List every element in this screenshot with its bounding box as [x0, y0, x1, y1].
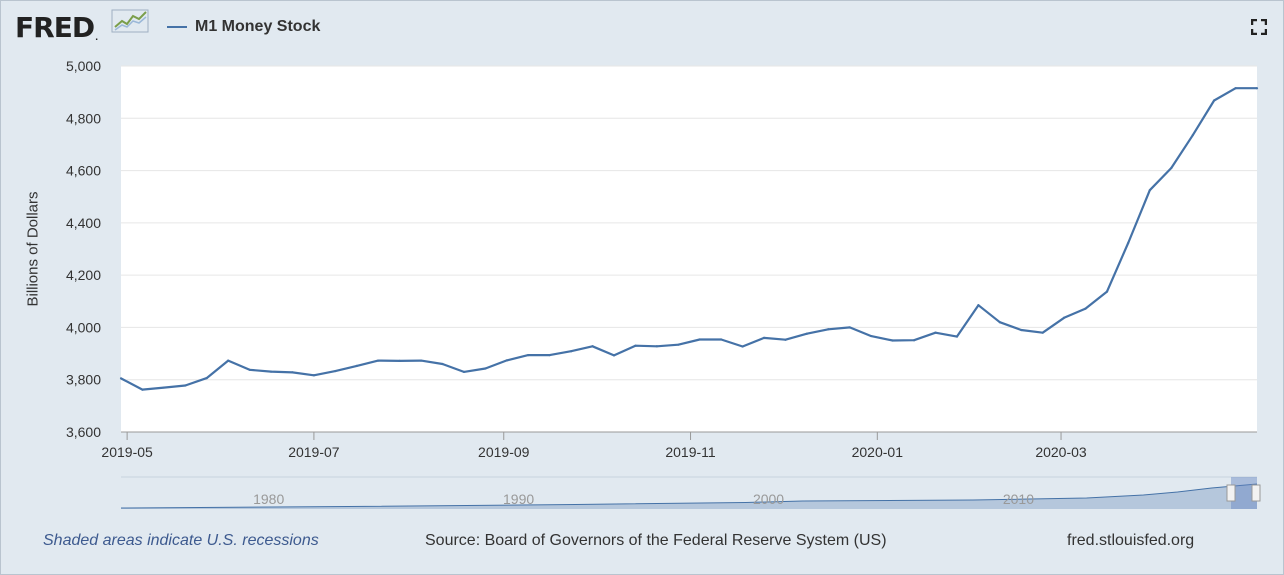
x-axis: 2019-05 2019-07 2019-09 2019-11 2020-01 2020-…: [101, 431, 1257, 460]
fred-logo[interactable]: FRED .: [15, 11, 98, 44]
data-point[interactable]: [998, 321, 1001, 324]
series-group: [119, 87, 1259, 391]
data-point[interactable]: [291, 371, 294, 374]
y-tick-label: 5,000: [66, 58, 101, 74]
y-tick-label: 3,600: [66, 424, 101, 440]
fullscreen-icon[interactable]: [1251, 19, 1267, 35]
data-point[interactable]: [205, 377, 208, 380]
navigator-tick-label: 2010: [1003, 491, 1034, 507]
data-point[interactable]: [119, 377, 123, 380]
data-point[interactable]: [1105, 290, 1109, 293]
data-point[interactable]: [870, 334, 873, 338]
legend-swatch: [167, 26, 187, 28]
data-point[interactable]: [827, 328, 830, 331]
data-point[interactable]: [1234, 87, 1237, 90]
data-point[interactable]: [227, 359, 230, 362]
data-point[interactable]: [1213, 99, 1216, 102]
x-tick-label: 2019-05: [101, 444, 153, 460]
data-point[interactable]: [891, 339, 894, 342]
data-point[interactable]: [141, 388, 144, 391]
data-point[interactable]: [505, 359, 508, 362]
y-tick-label: 4,800: [66, 110, 101, 126]
navigator[interactable]: 1980 1990 2000 2010: [120, 476, 1261, 509]
data-point[interactable]: [184, 384, 187, 387]
data-point[interactable]: [612, 354, 616, 357]
recession-note: Shaded areas indicate U.S. recessions: [43, 532, 319, 549]
y-axis: 3,600 3,800 4,000 4,200 4,400 4,600 4,800 5,000: [66, 58, 101, 440]
navigator-handle[interactable]: [1226, 484, 1236, 502]
y-tick-label: 4,400: [66, 215, 101, 231]
data-point[interactable]: [977, 304, 980, 307]
data-point[interactable]: [398, 359, 401, 362]
data-point[interactable]: [527, 354, 530, 357]
source-text: Source: Board of Governors of the Federa…: [425, 532, 887, 549]
data-point[interactable]: [462, 370, 466, 373]
x-tick-label: 2019-09: [478, 444, 530, 460]
data-point[interactable]: [655, 345, 658, 348]
data-point[interactable]: [334, 369, 337, 373]
data-point[interactable]: [1148, 189, 1151, 192]
data-point[interactable]: [548, 354, 551, 357]
data-point[interactable]: [1170, 166, 1173, 170]
data-point[interactable]: [570, 350, 573, 353]
x-tick-label: 2019-07: [288, 444, 340, 460]
data-point[interactable]: [1020, 328, 1023, 332]
series-line[interactable]: [120, 87, 1257, 391]
navigator-handle[interactable]: [1251, 484, 1261, 502]
logo-text: FRED: [15, 11, 95, 44]
data-point[interactable]: [698, 338, 701, 341]
series-legend[interactable]: M1 Money Stock: [167, 18, 320, 36]
plot-area: [121, 66, 1257, 432]
data-point[interactable]: [634, 344, 637, 347]
data-point[interactable]: [591, 345, 594, 348]
y-tick-label: 4,000: [66, 319, 101, 335]
data-point[interactable]: [784, 338, 787, 341]
y-tick-label: 4,600: [66, 163, 101, 179]
line-chart: 3,600 3,800 4,000 4,200 4,400 4,600 4,800 5,000…: [66, 58, 1261, 509]
data-point[interactable]: [441, 362, 444, 366]
navigator-tick-label: 1990: [503, 491, 534, 507]
navigator-line: [120, 483, 1258, 509]
data-point[interactable]: [934, 331, 937, 334]
navigator-area: [121, 484, 1257, 509]
data-point[interactable]: [762, 336, 766, 339]
data-point[interactable]: [1062, 316, 1066, 319]
data-point[interactable]: [1127, 241, 1130, 244]
data-point[interactable]: [377, 359, 380, 362]
x-tick-label: 2020-03: [1035, 444, 1087, 460]
navigator-tick-label: 1980: [253, 491, 284, 507]
data-point[interactable]: [955, 335, 959, 338]
navigator-tick-label: 2000: [753, 491, 784, 507]
data-point[interactable]: [1191, 134, 1194, 137]
site-link[interactable]: fred.stlouisfed.org: [1067, 532, 1195, 549]
data-point[interactable]: [269, 370, 273, 373]
line-graph-icon: [111, 9, 149, 33]
data-point[interactable]: [1084, 307, 1087, 310]
y-tick-label: 3,800: [66, 372, 101, 388]
legend-label: M1 Money Stock: [195, 18, 321, 35]
data-point[interactable]: [1255, 87, 1259, 90]
logo-mark: .: [95, 33, 98, 42]
x-tick-label: 2019-11: [665, 444, 716, 460]
data-point[interactable]: [741, 345, 744, 348]
data-point[interactable]: [355, 364, 358, 367]
y-tick-label: 4,200: [66, 267, 101, 283]
data-point[interactable]: [848, 326, 851, 329]
data-point[interactable]: [484, 367, 487, 370]
data-point[interactable]: [248, 368, 251, 371]
data-point[interactable]: [720, 338, 723, 341]
data-point[interactable]: [162, 386, 165, 389]
data-point[interactable]: [912, 339, 916, 342]
data-point[interactable]: [312, 374, 316, 377]
data-point[interactable]: [419, 359, 423, 362]
data-point[interactable]: [805, 332, 808, 335]
data-point[interactable]: [1041, 331, 1044, 334]
x-tick-label: 2020-01: [852, 444, 904, 460]
data-point[interactable]: [677, 343, 680, 346]
